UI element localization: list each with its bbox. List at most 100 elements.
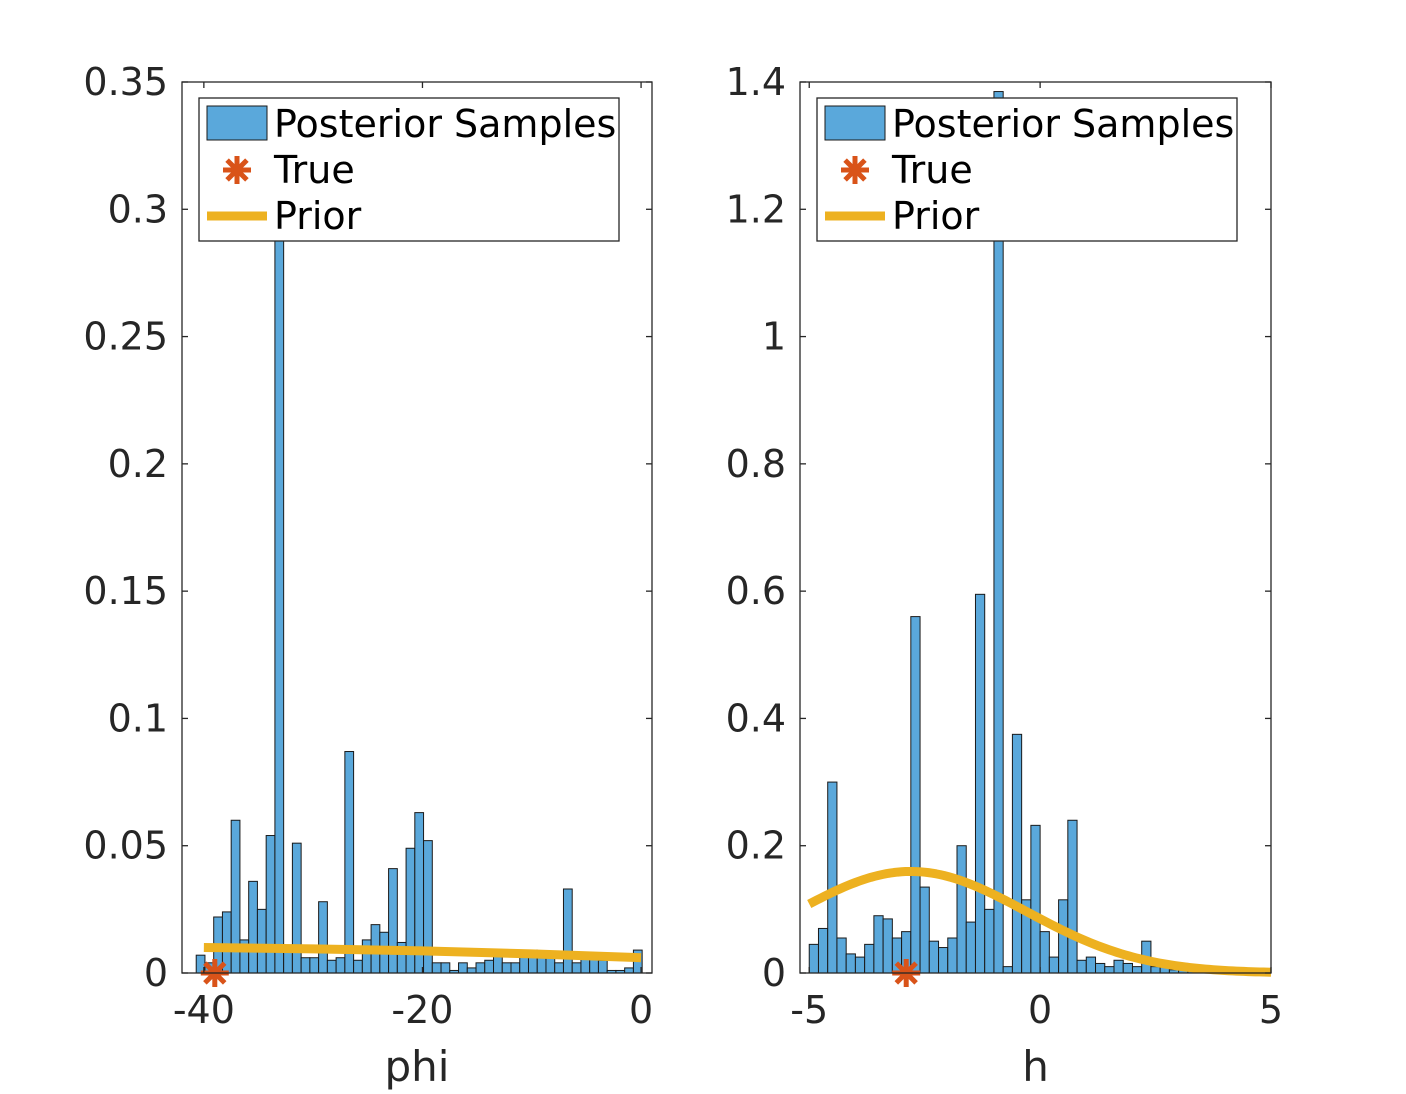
h-legend-box	[816, 97, 1238, 242]
phi-bar	[624, 967, 634, 974]
phi-axes-box	[181, 81, 653, 974]
phi-bar	[431, 962, 442, 974]
phi-x-tick-label: -20	[391, 988, 453, 1032]
h-bar	[1030, 824, 1041, 974]
h-histogram-panel: 00.20.40.60.811.21.4 -5 0 5 h Posterior Sa…	[726, 60, 1284, 1091]
phi-bar	[388, 868, 398, 974]
h-x-axis-label: h	[1022, 1042, 1049, 1091]
h-axes-box	[799, 81, 1272, 974]
h-y-tick-label: 0.2	[726, 824, 786, 868]
phi-bar	[344, 751, 355, 974]
h-bar	[984, 908, 995, 974]
phi-legend-box	[198, 97, 620, 242]
phi-x-axis-label: phi	[385, 1042, 450, 1091]
phi-y-tick-label: 0.3	[108, 187, 168, 231]
h-bar	[956, 845, 967, 974]
h-bar	[854, 956, 866, 974]
h-y-tick-label: 0	[762, 951, 786, 995]
phi-bar	[571, 962, 582, 974]
h-bar	[1039, 931, 1050, 974]
h-y-tick-label: 1.2	[726, 187, 786, 231]
phi-bar	[291, 842, 302, 974]
phi-bar	[318, 901, 328, 974]
phi-bar	[510, 962, 521, 974]
h-x-tick-label: 5	[1259, 988, 1283, 1032]
phi-prior-line	[203, 943, 642, 963]
phi-legend-prior-label: Prior	[274, 194, 362, 238]
phi-bar	[562, 888, 573, 974]
h-bar	[873, 915, 884, 974]
h-y-tick-label: 1	[762, 315, 786, 359]
h-legend-prior-label: Prior	[892, 194, 980, 238]
h-bar	[827, 781, 838, 974]
phi-bar	[335, 957, 346, 974]
phi-bar	[554, 962, 564, 974]
h-bar	[1085, 956, 1097, 974]
phi-y-tick-label: 0.15	[83, 569, 168, 613]
h-bar	[938, 947, 949, 974]
phi-bar	[353, 959, 363, 974]
h-legend-true-label: True	[891, 148, 973, 192]
phi-x-tick-label: -40	[173, 988, 235, 1032]
h-y-tick-label: 0.8	[726, 442, 786, 486]
h-y-tick-label: 1.4	[726, 60, 786, 104]
phi-bar	[300, 957, 311, 974]
h-bar	[919, 886, 930, 974]
phi-bar	[475, 962, 486, 974]
h-bar	[845, 953, 856, 974]
h-bar	[882, 918, 893, 974]
phi-histogram-panel: 0 0.05 0.1 0.15 0.2 0.25 0.3 0.35 -40 -20 0 phi P…	[83, 60, 653, 1091]
h-bar	[910, 616, 921, 974]
h-legend: Posterior Samples True Prior	[816, 97, 1238, 242]
phi-bar	[484, 959, 495, 974]
h-bar	[974, 593, 986, 974]
phi-legend-posterior-label: Posterior Samples	[274, 102, 616, 146]
h-x-ticks: -5 0 5	[790, 82, 1283, 1032]
phi-y-tick-label: 0.2	[108, 442, 168, 486]
h-bar	[864, 943, 875, 974]
h-bar	[1011, 733, 1023, 974]
phi-bar	[248, 880, 258, 974]
h-bar	[1150, 966, 1161, 974]
phi-bar	[326, 959, 337, 974]
phi-y-tick-label: 0.1	[108, 696, 168, 740]
phi-legend-true-label: True	[273, 148, 355, 192]
phi-bar	[597, 959, 608, 974]
phi-bar	[466, 967, 477, 974]
h-legend-true-marker	[841, 156, 869, 184]
h-bar	[1104, 966, 1115, 974]
phi-legend-true-marker	[223, 156, 251, 184]
h-bar	[1095, 962, 1106, 974]
h-bar	[1131, 966, 1143, 974]
h-bar	[965, 921, 976, 974]
phi-legend: Posterior Samples True Prior	[198, 97, 620, 242]
phi-posterior-bars	[195, 234, 643, 974]
phi-legend-posterior-swatch	[206, 105, 268, 141]
h-bar	[808, 943, 819, 974]
phi-y-tick-label: 0.35	[83, 60, 168, 104]
h-y-ticks: 0 0.2 0.4 0.6 0.8 1 1.2 1.4	[726, 60, 1271, 995]
h-prior-line	[807, 866, 1272, 977]
h-legend-posterior-swatch	[824, 105, 886, 141]
h-y-tick-label: 0.6	[726, 569, 786, 613]
h-bar	[947, 937, 958, 974]
h-x-tick-label: -5	[790, 988, 828, 1032]
h-bar	[836, 937, 847, 974]
phi-bar	[501, 962, 512, 974]
h-bar	[1122, 962, 1133, 974]
phi-y-ticks: 0 0.05 0.1 0.15 0.2 0.25 0.3 0.35	[83, 60, 652, 995]
phi-bar	[309, 957, 320, 974]
phi-bar	[274, 234, 285, 974]
h-bar	[1067, 819, 1078, 974]
h-y-tick-label: 0.4	[726, 696, 786, 740]
h-bar	[1002, 966, 1013, 974]
phi-bar	[493, 954, 503, 974]
h-x-tick-label: 0	[1028, 988, 1052, 1032]
h-bar	[1113, 959, 1124, 974]
phi-y-tick-label: 0	[144, 951, 168, 995]
phi-bar	[440, 962, 451, 974]
phi-y-tick-label: 0.05	[83, 824, 168, 868]
phi-x-tick-label: 0	[629, 988, 653, 1032]
phi-bar	[361, 939, 372, 974]
